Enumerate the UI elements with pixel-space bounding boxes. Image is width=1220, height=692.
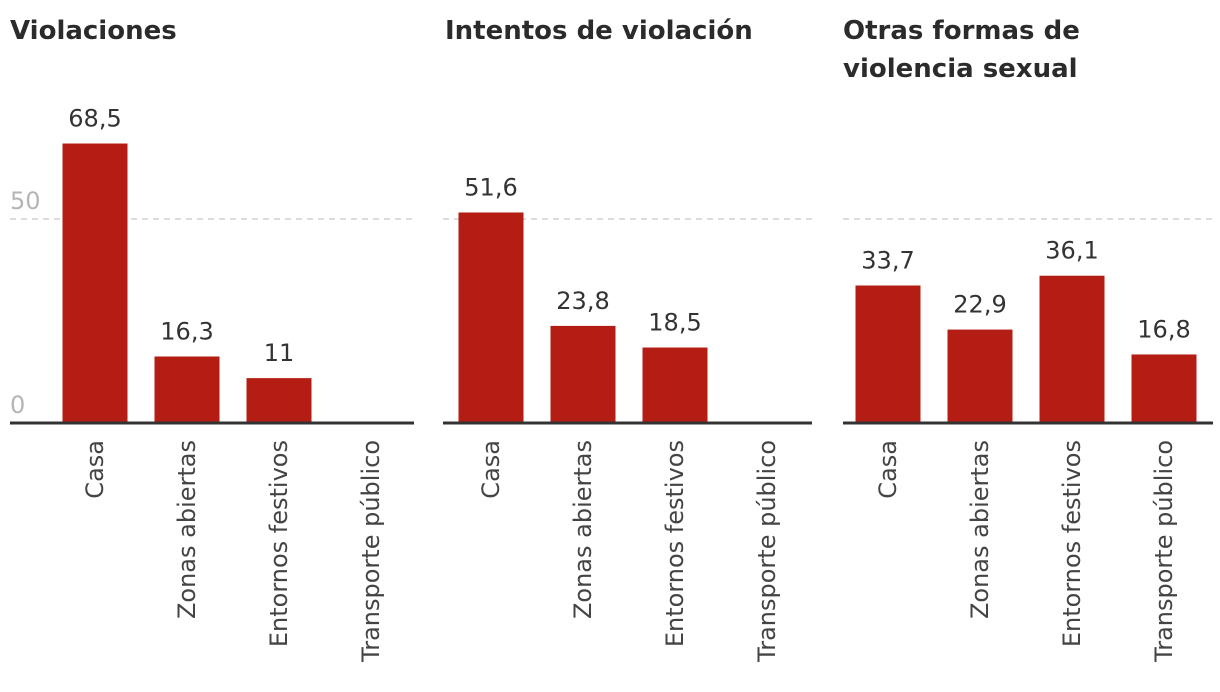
category-label-2-1: Casa [477,440,505,499]
value-label-3-1: 33,7 [861,247,914,275]
bar-3-4 [1131,354,1197,423]
category-label-1-4: Transporte público [357,440,385,663]
bar-3-3 [1039,275,1105,423]
category-label-3-3: Entornos festivos [1058,440,1086,647]
chart-title-1: Violaciones [10,16,177,46]
bar-1-2 [154,356,220,423]
value-label-2-3: 18,5 [648,309,701,337]
bar-3-1 [855,285,921,423]
category-label-3-4: Transporte público [1150,440,1178,663]
value-label-3-3: 36,1 [1045,237,1098,265]
category-label-3-2: Zonas abiertas [966,440,994,619]
value-label-1-3: 11 [264,339,295,367]
category-label-1-2: Zonas abiertas [173,440,201,619]
value-label-3-2: 22,9 [953,291,1006,319]
value-label-2-2: 23,8 [556,287,609,315]
y-tick-label-50: 50 [10,187,41,215]
bar-3-2 [947,329,1013,423]
category-label-1-1: Casa [81,440,109,499]
chart-title-3: Otras formas de violencia sexual [843,16,1080,84]
bar-1-1 [62,143,128,423]
bar-2-3 [642,347,708,423]
value-label-2-1: 51,6 [464,173,517,201]
bar-1-3 [246,378,312,423]
bar-2-1 [458,212,524,423]
value-label-3-4: 16,8 [1137,315,1190,343]
category-label-1-3: Entornos festivos [265,440,293,647]
category-label-2-4: Transporte público [753,440,781,663]
bar-2-2 [550,325,616,423]
category-label-3-1: Casa [874,440,902,499]
y-tick-label-0: 0 [10,391,25,419]
category-label-2-3: Entornos festivos [661,440,689,647]
chart-title-2: Intentos de violación [445,16,753,46]
category-label-2-2: Zonas abiertas [569,440,597,619]
value-label-1-1: 68,5 [68,105,121,133]
value-label-1-2: 16,3 [160,317,213,345]
